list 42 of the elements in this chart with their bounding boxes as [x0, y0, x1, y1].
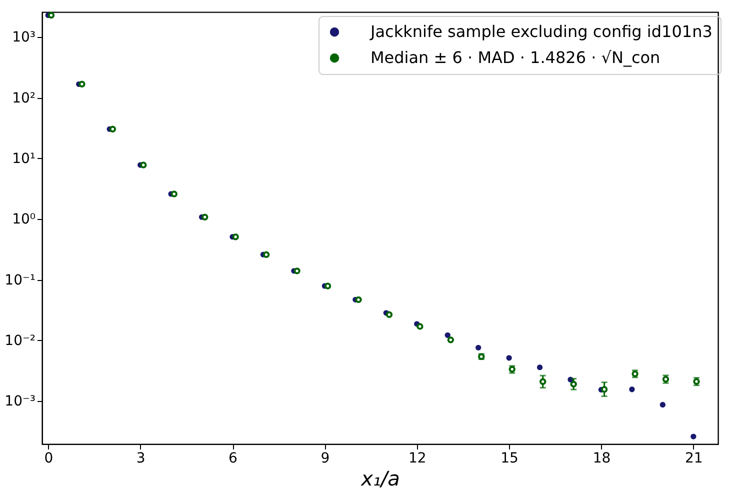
point [202, 214, 208, 220]
point [570, 380, 577, 388]
legend-label: Jackknife sample excluding config id101n3 [370, 22, 712, 41]
y-tick-label: 10⁰ [12, 212, 36, 228]
y-tick-label: 10¹ [12, 150, 36, 167]
x-tick-label: 12 [408, 450, 426, 466]
point [536, 364, 543, 370]
point [109, 126, 116, 132]
point [170, 190, 178, 198]
point [444, 332, 450, 338]
point [600, 386, 608, 393]
point [140, 162, 147, 168]
y-tick-label: 10⁻³ [4, 394, 36, 410]
point [447, 336, 454, 344]
point [629, 386, 635, 392]
point [355, 296, 362, 303]
x-tick-label: 0 [44, 450, 54, 466]
x-tick-label: 3 [136, 450, 146, 466]
point [324, 282, 332, 290]
point [416, 323, 424, 330]
point [386, 311, 393, 318]
point [48, 12, 55, 19]
point [540, 378, 546, 385]
y-tick-label: 10⁻² [4, 332, 36, 349]
x-axis-title: x₁/a [360, 466, 400, 490]
point [476, 344, 482, 350]
x-tick-label: 18 [592, 450, 611, 466]
point [294, 268, 300, 274]
point [690, 434, 696, 440]
point [78, 80, 86, 88]
y-tick-label: 10² [12, 90, 36, 106]
point [262, 251, 270, 258]
point [660, 402, 666, 408]
y-tick-label: 10⁻¹ [4, 272, 36, 288]
x-tick-label: 21 [685, 450, 703, 466]
x-tick-label: 9 [320, 450, 330, 466]
y-tick-label: 10³ [12, 30, 36, 46]
point [232, 234, 239, 240]
legend-label: Median ± 6 · MAD · 1.4826 · √N_con [370, 48, 660, 67]
point [506, 355, 512, 361]
x-tick-label: 6 [228, 450, 238, 466]
x-tick-label: 15 [500, 450, 518, 466]
